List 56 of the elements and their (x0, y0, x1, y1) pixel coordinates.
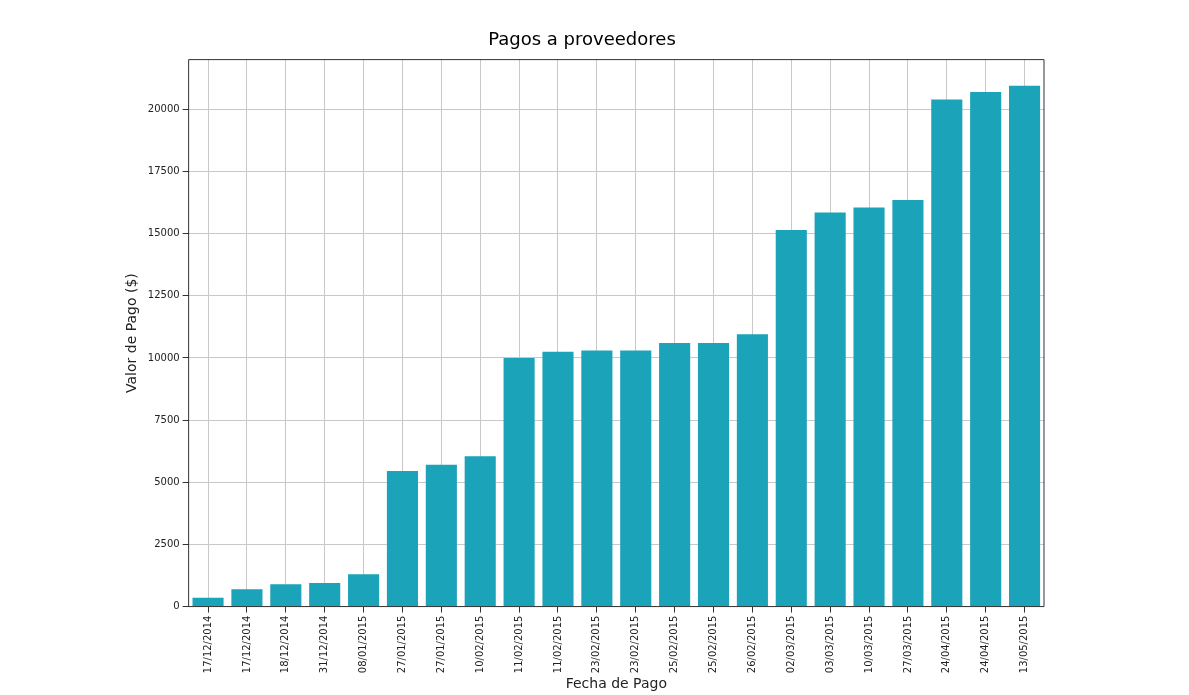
x-tick-label: 27/03/2015 (901, 615, 913, 674)
y-tick-label: 15000 (147, 227, 180, 239)
x-tick-label: 24/04/2015 (940, 615, 952, 674)
bar (425, 464, 457, 607)
x-tick-label: 17/12/2014 (201, 615, 213, 674)
bar (542, 351, 574, 607)
bar (231, 589, 263, 607)
bar (581, 350, 613, 607)
bar (464, 456, 496, 607)
x-tick-label: 31/12/2014 (318, 615, 330, 674)
y-tick-label: 17500 (147, 165, 180, 177)
x-tick-label: 27/01/2015 (396, 615, 408, 674)
x-tick-label: 24/04/2015 (979, 615, 991, 674)
bar (814, 212, 846, 607)
y-tick-label: 10000 (147, 351, 180, 363)
y-tick-label: 5000 (154, 475, 180, 487)
x-tick-label: 23/02/2015 (629, 615, 641, 674)
bar (1009, 85, 1041, 607)
y-tick-label: 2500 (154, 538, 180, 549)
bar (503, 357, 535, 607)
x-tick-label: 11/02/2015 (551, 615, 563, 674)
bar (192, 597, 224, 607)
x-axis-title: Fecha de Pago (565, 675, 667, 692)
y-tick-label: 20000 (147, 102, 180, 114)
x-tick-label: 03/03/2015 (823, 615, 835, 674)
bar (892, 200, 924, 607)
y-tick-label: 12500 (147, 289, 180, 301)
bar (620, 350, 652, 607)
bar (853, 207, 885, 607)
x-tick-label: 13/05/2015 (1018, 615, 1030, 674)
x-tick-label: 25/02/2015 (707, 615, 719, 674)
x-tick-label: 11/02/2015 (512, 615, 524, 674)
y-tick-label: 0 (173, 600, 180, 612)
x-tick-label: 26/02/2015 (745, 615, 757, 674)
bar (348, 574, 380, 607)
bar (931, 99, 963, 607)
bar (775, 229, 807, 607)
y-axis-title: Valor de Pago ($) (123, 273, 140, 393)
bar (697, 343, 730, 607)
x-tick-label: 18/12/2014 (279, 615, 291, 674)
x-tick-label: 27/01/2015 (434, 615, 446, 674)
bar (386, 471, 419, 607)
chart-title: Pagos a proveedores (488, 28, 676, 50)
x-tick-label: 08/01/2015 (357, 615, 369, 674)
x-tick-label: 02/03/2015 (784, 615, 796, 674)
bar (270, 584, 302, 607)
bar (736, 334, 768, 607)
y-tick-label: 7500 (154, 413, 180, 425)
x-tick-label: 10/03/2015 (862, 615, 874, 674)
x-tick-label: 10/02/2015 (473, 615, 485, 674)
x-tick-label: 23/02/2015 (590, 615, 602, 674)
bar (659, 343, 691, 607)
x-tick-label: 25/02/2015 (668, 615, 680, 674)
bar (970, 91, 1002, 607)
bar (309, 582, 341, 607)
x-tick-label: 17/12/2014 (240, 615, 252, 674)
